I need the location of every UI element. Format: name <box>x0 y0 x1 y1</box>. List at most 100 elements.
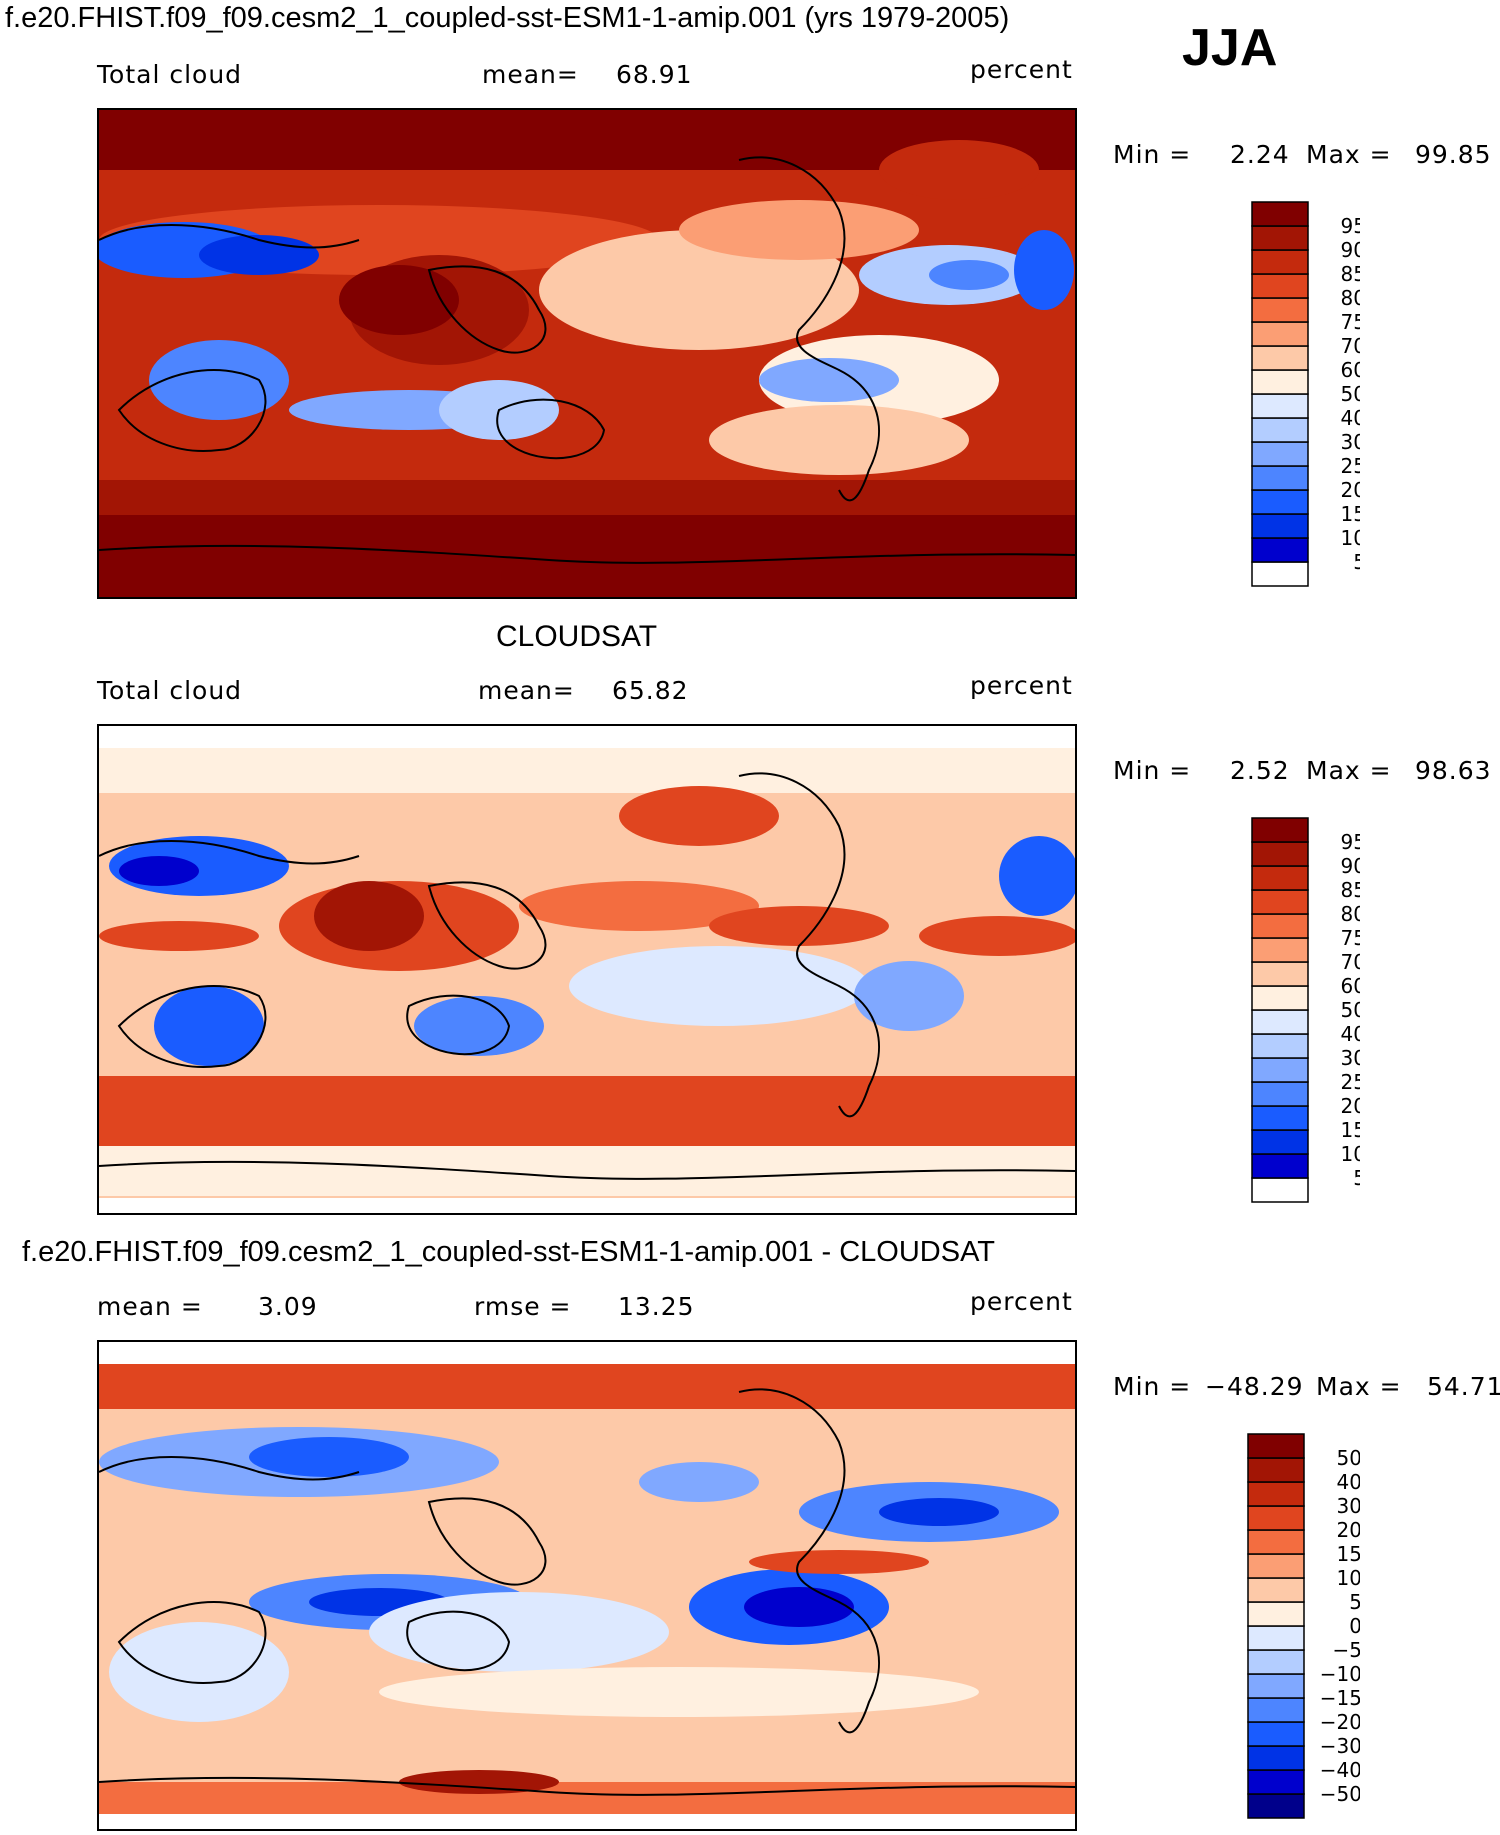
panel1-max-value: 99.85 <box>1415 140 1492 169</box>
colorbar-swatch <box>1251 985 1309 1011</box>
colorbar-swatch <box>1251 297 1309 323</box>
panel1-mean-label: mean= <box>482 60 579 89</box>
panel3-mean-label: mean = <box>97 1292 203 1321</box>
colorbar-tick-label: 90 <box>1341 854 1360 878</box>
colorbar-swatch <box>1251 321 1309 347</box>
colorbar-swatch <box>1247 1433 1305 1459</box>
colorbar-tick-label: 25 <box>1341 1070 1360 1094</box>
colorbar-swatch <box>1247 1481 1305 1507</box>
panel2-map-svg <box>99 726 1075 1213</box>
panel1-variable-label: Total cloud <box>97 60 243 89</box>
colorbar-tick-label: −40 <box>1320 1758 1360 1782</box>
panel2-subtitle: CLOUDSAT <box>496 620 658 653</box>
colorbar-swatch <box>1247 1649 1305 1675</box>
colorbar-swatch <box>1247 1673 1305 1699</box>
colorbar-swatch <box>1247 1577 1305 1603</box>
colorbar-tick-label: 10 <box>1341 526 1360 550</box>
colorbar-tick-label: 40 <box>1341 1022 1360 1046</box>
panel1-units: percent <box>970 55 1073 84</box>
colorbar-swatch <box>1251 889 1309 915</box>
colorbar-swatch <box>1251 1081 1309 1107</box>
panel2-variable-label: Total cloud <box>97 676 243 705</box>
colorbar-swatch <box>1251 937 1309 963</box>
colorbar-tick-label: 70 <box>1341 334 1360 358</box>
panel3-rmse-label: rmse = <box>474 1292 572 1321</box>
colorbar-swatch <box>1251 817 1309 843</box>
panel2-mean-value: 65.82 <box>612 676 689 705</box>
colorbar-swatch <box>1247 1745 1305 1771</box>
colorbar-swatch <box>1247 1697 1305 1723</box>
colorbar-swatch <box>1251 441 1309 467</box>
colorbar-tick-label: 25 <box>1341 454 1360 478</box>
colorbar-swatch <box>1247 1457 1305 1483</box>
colorbar-tick-label: 30 <box>1341 430 1360 454</box>
colorbar-swatch <box>1251 961 1309 987</box>
colorbar-swatch <box>1251 249 1309 275</box>
colorbar-swatch <box>1251 225 1309 251</box>
panel3-max-label: Max = <box>1316 1372 1402 1401</box>
panel2-max-value: 98.63 <box>1415 756 1492 785</box>
colorbar-tick-label: 95 <box>1341 830 1360 854</box>
main-title: f.e20.FHIST.f09_f09.cesm2_1_coupled-sst-… <box>5 2 1010 34</box>
colorbar-tick-label: 10 <box>1337 1566 1360 1590</box>
colorbar-swatch <box>1247 1793 1305 1819</box>
colorbar-tick-label: 15 <box>1337 1542 1360 1566</box>
colorbar-swatch <box>1251 1153 1309 1179</box>
panel2-max-label: Max = <box>1306 756 1392 785</box>
colorbar-tick-label: −20 <box>1320 1710 1360 1734</box>
colorbar-swatch <box>1251 417 1309 443</box>
colorbar-tick-label: 50 <box>1341 998 1360 1022</box>
panel1-map <box>97 108 1077 599</box>
colorbar-tick-label: 20 <box>1341 478 1360 502</box>
colorbar-swatch <box>1251 201 1309 227</box>
colorbar-swatch <box>1251 345 1309 371</box>
colorbar-tick-label: 60 <box>1341 974 1360 998</box>
colorbar-tick-label: −15 <box>1320 1686 1360 1710</box>
colorbar-tick-label: 5 <box>1353 1166 1360 1190</box>
panel2-min-label: Min = <box>1113 756 1192 785</box>
season-label: JJA <box>1182 19 1278 77</box>
colorbar-swatch <box>1251 513 1309 539</box>
colorbar-swatch <box>1251 393 1309 419</box>
colorbar-tick-label: 75 <box>1341 926 1360 950</box>
colorbar-swatch <box>1251 561 1309 587</box>
panel2-min-value: 2.52 <box>1230 756 1290 785</box>
colorbar-tick-label: 50 <box>1337 1446 1360 1470</box>
colorbar-tick-label: −10 <box>1320 1662 1360 1686</box>
colorbar-tick-label: 30 <box>1341 1046 1360 1070</box>
colorbar-tick-label: 85 <box>1341 262 1360 286</box>
colorbar-swatch <box>1247 1553 1305 1579</box>
colorbar-swatch <box>1247 1505 1305 1531</box>
colorbar-tick-label: 50 <box>1341 382 1360 406</box>
colorbar-tick-label: 10 <box>1341 1142 1360 1166</box>
colorbar-swatch <box>1251 273 1309 299</box>
colorbar-swatch <box>1251 865 1309 891</box>
colorbar-swatch <box>1251 841 1309 867</box>
colorbar-swatch <box>1251 1177 1309 1203</box>
colorbar-tick-label: 30 <box>1337 1494 1360 1518</box>
colorbar-tick-label: 40 <box>1341 406 1360 430</box>
colorbar-swatch <box>1251 369 1309 395</box>
colorbar-tick-label: 95 <box>1341 214 1360 238</box>
panel3-rmse-value: 13.25 <box>618 1292 695 1321</box>
colorbar-tick-label: 70 <box>1341 950 1360 974</box>
panel2-units: percent <box>970 671 1073 700</box>
panel3-mean-value: 3.09 <box>258 1292 318 1321</box>
colorbar-tick-label: 80 <box>1341 286 1360 310</box>
colorbar-swatch <box>1251 913 1309 939</box>
panel1-min-value: 2.24 <box>1230 140 1290 169</box>
colorbar-swatch <box>1251 537 1309 563</box>
panel1-mean-value: 68.91 <box>616 60 693 89</box>
colorbar-swatch <box>1251 1105 1309 1131</box>
colorbar-swatch <box>1251 489 1309 515</box>
colorbar-tick-label: 0 <box>1349 1614 1360 1638</box>
panel3-min-value: −48.29 <box>1205 1372 1304 1401</box>
colorbar-tick-label: 80 <box>1341 902 1360 926</box>
colorbar-swatch <box>1247 1769 1305 1795</box>
panel3-map-svg <box>99 1342 1075 1829</box>
panel3-subtitle: f.e20.FHIST.f09_f09.cesm2_1_coupled-sst-… <box>22 1236 995 1268</box>
panel3-max-value: 54.71 <box>1427 1372 1500 1401</box>
